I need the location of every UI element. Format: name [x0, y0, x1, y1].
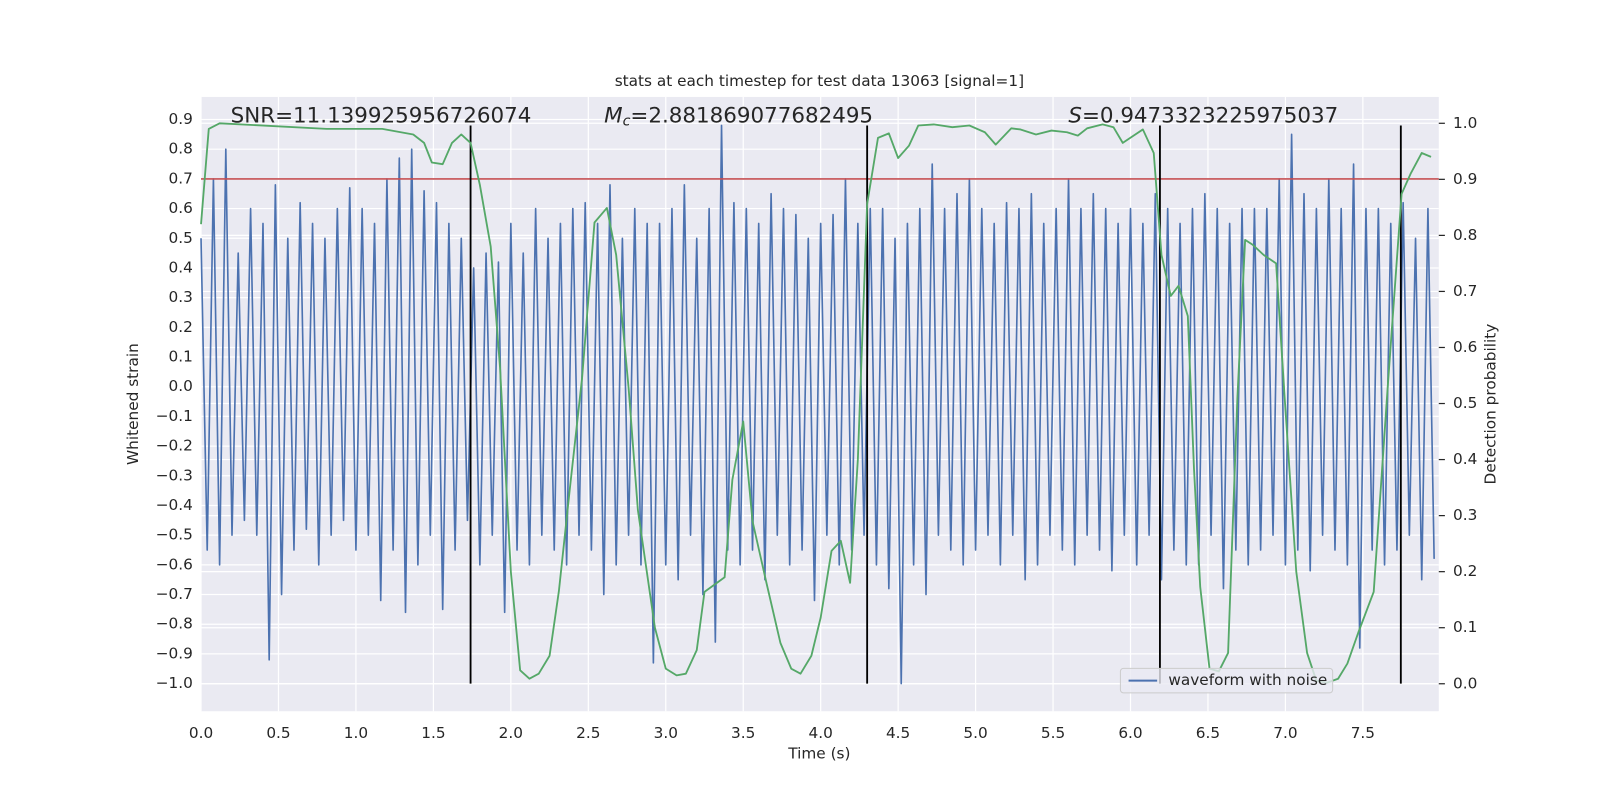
- y-tick-label: 0.2: [169, 318, 193, 336]
- y2-tick-label: 0.5: [1453, 394, 1477, 412]
- chart-title: stats at each timestep for test data 130…: [615, 72, 1024, 90]
- labels: 0.0 0.5 1.0 1.5 2.0 2.5 3.0 3.5 4.0 4.5 5.0 5.5 6.0 6…: [156, 110, 1478, 742]
- marks: [200, 122, 1439, 685]
- y2-tick-label: 0.8: [1453, 226, 1477, 244]
- y-tick-label: −0.9: [156, 644, 193, 662]
- y-tick-label: −1.0: [156, 674, 193, 692]
- x-tick-label: 0.0: [189, 724, 213, 742]
- y-tick-label: −0.5: [156, 526, 193, 544]
- legend-box: [1119, 667, 1334, 694]
- y2-tick-label: 0.0: [1453, 674, 1477, 692]
- mc-subscript: c: [623, 113, 631, 129]
- mc-symbol: M: [604, 103, 622, 128]
- y-tick-label: −0.8: [156, 615, 193, 633]
- x-tick-label: 6.5: [1196, 724, 1220, 742]
- s-annotation: S=0.9473323225975037: [1068, 103, 1338, 128]
- y-tick-label: 0.3: [169, 288, 193, 306]
- y-axis-label: Whitened strain: [124, 343, 142, 465]
- y2-tick-label: 0.3: [1453, 506, 1477, 524]
- x-tick-label: 1.0: [344, 724, 368, 742]
- y-tick-label: 0.1: [169, 348, 193, 366]
- y2-axis-label: Detection probability: [1481, 324, 1499, 485]
- y-tick-label: −0.6: [156, 555, 193, 573]
- x-tick-label: 3.0: [654, 724, 678, 742]
- y-tick-label: 0.7: [169, 169, 193, 187]
- mc-annotation: Mc=2.881869077682495: [604, 103, 873, 129]
- x-tick-label: 4.5: [886, 724, 910, 742]
- y-tick-label: 0.6: [169, 199, 193, 217]
- y2-tick-label: 0.2: [1453, 562, 1477, 580]
- x-tick-label: 2.0: [499, 724, 523, 742]
- y2-tick-label: 0.4: [1453, 450, 1477, 468]
- s-value: =0.9473323225975037: [1082, 103, 1338, 128]
- y-tick-label: −0.2: [156, 437, 193, 455]
- x-tick-label: 4.0: [809, 724, 833, 742]
- x-tick-label: 0.5: [266, 724, 290, 742]
- y-tick-label: 0.0: [169, 377, 193, 395]
- x-axis-label: Time (s): [787, 745, 850, 763]
- s-symbol: S: [1068, 103, 1082, 128]
- y2-tick-label: 0.1: [1453, 618, 1477, 636]
- y-tick-label: 0.8: [169, 140, 193, 158]
- x-tick-label: 6.0: [1118, 724, 1142, 742]
- y2-tick-label: 0.6: [1453, 338, 1477, 356]
- y2-tick-label: 0.7: [1453, 282, 1477, 300]
- snr-annotation: SNR=11.139925956726074: [231, 103, 532, 128]
- series-line: [200, 124, 1435, 685]
- y-tick-label: −0.1: [156, 407, 193, 425]
- x-tick-label: 7.5: [1351, 724, 1375, 742]
- y-tick-label: 0.5: [169, 229, 193, 247]
- legend-label: waveform with noise: [1168, 671, 1327, 689]
- x-tick-label: 1.5: [421, 724, 445, 742]
- x-tick-label: 3.5: [731, 724, 755, 742]
- y2-tick-label: 0.9: [1453, 170, 1477, 188]
- x-tick-label: 5.5: [1041, 724, 1065, 742]
- y-tick-label: −0.4: [156, 496, 193, 514]
- y-tick-label: 0.9: [169, 110, 193, 128]
- mc-value: =2.881869077682495: [630, 103, 873, 128]
- legend: waveform with noise: [1119, 667, 1334, 694]
- x-tick-label: 2.5: [576, 724, 600, 742]
- y-tick-label: 0.4: [169, 258, 193, 276]
- x-tick-label: 5.0: [963, 724, 987, 742]
- y-tick-label: −0.3: [156, 466, 193, 484]
- y-tick-label: −0.7: [156, 585, 193, 603]
- x-tick-label: 7.0: [1273, 724, 1297, 742]
- y2-tick-label: 1.0: [1453, 114, 1477, 132]
- series-line: [200, 122, 1432, 684]
